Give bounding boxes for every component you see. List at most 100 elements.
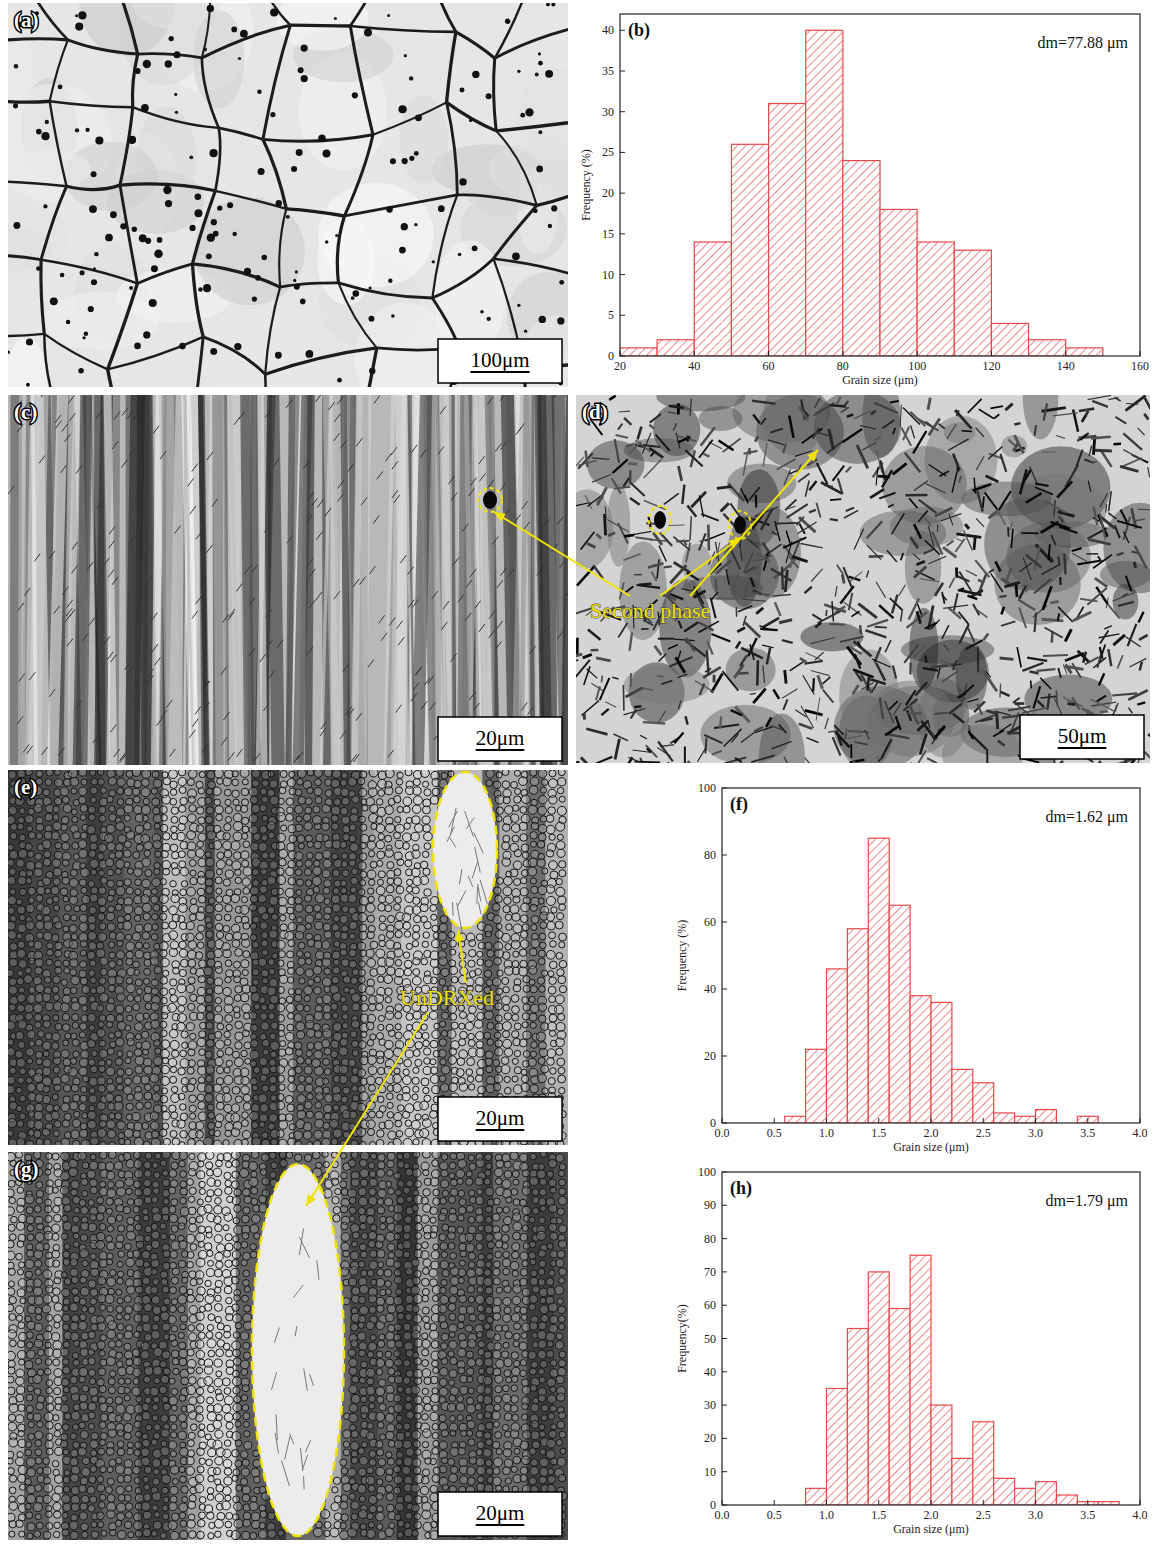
texture xyxy=(1059,577,1061,585)
texture xyxy=(341,772,347,778)
particle xyxy=(143,60,151,68)
texture xyxy=(179,787,186,794)
grain-boundary xyxy=(50,101,67,186)
texture xyxy=(978,580,984,583)
texture xyxy=(413,796,422,805)
texture xyxy=(338,480,344,488)
particle xyxy=(270,8,278,16)
texture xyxy=(777,459,796,470)
texture xyxy=(905,494,927,497)
texture xyxy=(442,622,448,630)
texture xyxy=(711,673,722,692)
texture xyxy=(1013,698,1020,703)
texture xyxy=(795,710,806,717)
texture xyxy=(901,611,903,622)
texture xyxy=(96,411,102,419)
texture xyxy=(54,779,62,787)
texture xyxy=(286,400,292,408)
texture xyxy=(790,559,793,568)
texture xyxy=(576,457,584,474)
texture xyxy=(194,197,304,305)
texture xyxy=(678,701,681,710)
texture xyxy=(600,678,610,700)
texture xyxy=(293,755,299,763)
texture xyxy=(143,526,149,534)
texture xyxy=(1018,600,1035,610)
texture xyxy=(906,690,916,705)
texture xyxy=(116,770,124,776)
texture xyxy=(486,780,493,787)
texture xyxy=(1108,604,1120,618)
texture xyxy=(608,533,615,536)
texture xyxy=(1095,449,1112,453)
texture xyxy=(1044,628,1062,638)
texture xyxy=(843,567,851,587)
texture xyxy=(962,430,973,432)
grain-boundary xyxy=(337,216,344,283)
particle xyxy=(105,234,113,242)
texture xyxy=(882,739,892,758)
texture xyxy=(629,482,644,496)
texture xyxy=(397,772,403,778)
texture xyxy=(61,465,67,473)
texture xyxy=(704,735,722,743)
texture xyxy=(458,594,464,602)
texture xyxy=(576,660,578,663)
grain-boundary xyxy=(215,191,286,209)
texture xyxy=(93,735,99,743)
texture xyxy=(835,586,837,597)
texture xyxy=(479,456,485,464)
texture xyxy=(462,524,468,532)
texture xyxy=(223,614,229,622)
texture xyxy=(975,715,996,723)
texture xyxy=(396,779,403,786)
texture xyxy=(761,418,766,425)
grain-boundary xyxy=(263,139,286,209)
particle xyxy=(134,343,141,350)
texture xyxy=(646,745,657,757)
texture xyxy=(356,438,362,446)
grain-boundary xyxy=(108,369,123,387)
texture xyxy=(192,719,198,727)
texture xyxy=(1126,576,1131,591)
particle xyxy=(43,204,47,208)
texture xyxy=(348,464,354,472)
texture xyxy=(588,629,601,639)
grain-boundary xyxy=(432,195,457,298)
texture xyxy=(141,779,149,787)
texture xyxy=(170,789,177,796)
texture xyxy=(394,495,400,503)
texture xyxy=(122,407,128,415)
texture xyxy=(805,758,819,763)
texture xyxy=(88,806,96,814)
texture xyxy=(520,806,527,813)
texture xyxy=(439,395,447,765)
texture xyxy=(905,453,920,473)
texture xyxy=(117,778,125,786)
texture xyxy=(643,722,665,723)
texture xyxy=(818,675,823,689)
texture xyxy=(699,540,706,542)
texture xyxy=(1086,553,1098,555)
texture xyxy=(847,735,862,738)
texture xyxy=(359,788,367,796)
texture xyxy=(421,770,430,777)
texture xyxy=(560,560,566,568)
texture xyxy=(29,395,49,765)
texture xyxy=(514,770,520,776)
texture xyxy=(716,542,719,559)
particle xyxy=(165,60,172,67)
texture xyxy=(720,716,721,728)
texture xyxy=(129,698,135,706)
texture xyxy=(43,789,50,796)
particle xyxy=(402,158,408,164)
texture xyxy=(656,435,670,451)
texture xyxy=(317,500,323,508)
texture xyxy=(753,592,769,596)
grain-boundary xyxy=(190,337,203,387)
texture xyxy=(515,788,521,794)
grain-boundary xyxy=(265,348,377,374)
texture xyxy=(865,730,870,740)
texture xyxy=(186,395,198,765)
particle xyxy=(60,273,65,278)
